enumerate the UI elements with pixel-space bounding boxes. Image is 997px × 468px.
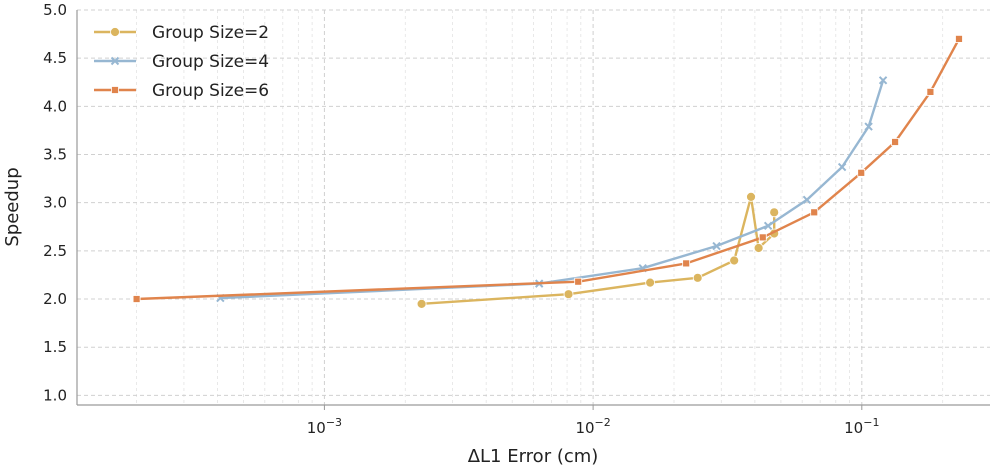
data-point [712,241,721,251]
data-point [891,138,899,146]
data-point [563,289,574,300]
data-point [645,277,656,288]
y-tick-label: 1.5 [43,338,67,356]
data-point [837,162,847,172]
data-point [810,208,819,217]
data-point [692,272,703,283]
data-point [864,122,873,131]
data-point [955,35,963,43]
data-point [769,207,780,218]
y-axis-label: Speedup [2,167,23,246]
y-tick-label: 4.5 [43,49,67,67]
y-tick-label: 1.0 [43,386,67,404]
data-point [802,195,812,205]
data-point [753,243,764,253]
y-tick-label: 4.0 [43,97,67,115]
legend-marker [110,27,120,37]
y-tick-label: 2.5 [43,242,67,260]
data-point [416,298,427,309]
data-point [878,76,888,85]
x-tick-label: 10−3 [307,416,342,437]
data-point [682,259,691,268]
x-tick-label: 10−2 [575,416,610,437]
legend-label: Group Size=2 [152,23,269,43]
legend-label: Group Size=6 [152,81,269,101]
data-point [132,295,141,303]
data-point [857,168,866,177]
data-point [926,87,935,96]
data-point [758,233,767,242]
y-tick-label: 3.5 [43,146,67,164]
series [132,35,963,309]
x-tick-label: 10−1 [844,416,879,437]
data-point [574,277,583,286]
data-point [729,255,740,266]
tick-labels: 10−3 10−2 10−1 1.0 1.5 2.0 2.5 3.0 3.5 4.0 4.5 5.0 [43,1,879,437]
legend-item-group-size-4: Group Size=4 [94,52,269,72]
y-tick-label: 3.0 [43,194,67,212]
series-group-size-2 [416,192,780,309]
legend-marker [110,56,120,66]
data-point [763,221,773,231]
legend-label: Group Size=4 [152,52,269,72]
grid [77,9,990,405]
series-group-size-6 [132,35,963,303]
series-group-size-4 [216,76,888,303]
legend: Group Size=2 Group Size=4 Group Size=6 [94,23,269,101]
x-axis-label: ΔL1 Error (cm) [468,446,599,467]
data-point [746,192,756,202]
legend-item-group-size-6: Group Size=6 [94,81,269,101]
legend-item-group-size-2: Group Size=2 [94,23,269,43]
y-tick-label: 2.0 [43,290,67,308]
axes [76,10,990,406]
y-tick-label: 5.0 [43,1,67,19]
legend-marker [111,86,119,94]
